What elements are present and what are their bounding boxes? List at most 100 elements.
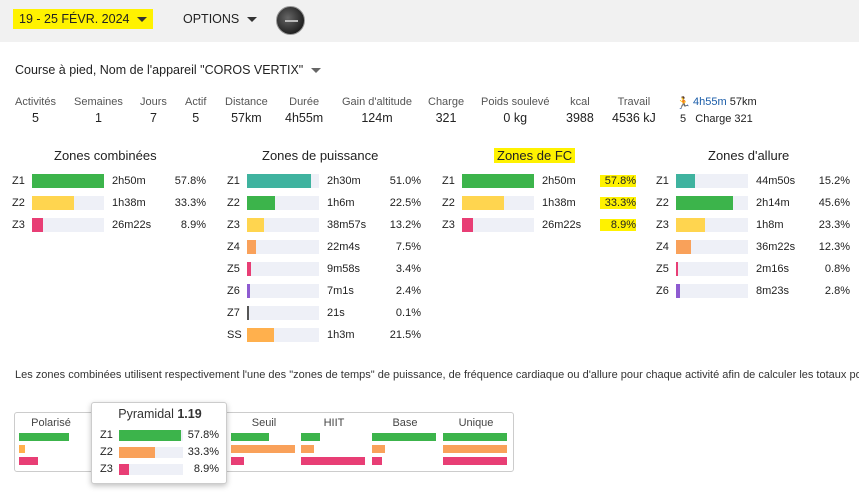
zone-label: Z3 xyxy=(442,219,455,231)
zone-time: 26m22s xyxy=(112,219,152,231)
pyramidal-row-z3: Z3 8.9% xyxy=(100,462,219,476)
zone-label: Z2 xyxy=(442,197,455,209)
stat-weight-lifted: Poids soulevé 0 kg xyxy=(481,96,550,125)
power-zone-row-z5: Z5 9m58s 3.4% xyxy=(227,261,421,277)
distribution-model-label: HIIT xyxy=(323,417,345,429)
pyramidal-title: Pyramidal 1.19 xyxy=(92,407,228,421)
combined-zones-title: Zones combinées xyxy=(54,148,157,163)
zone-time: 44m50s xyxy=(756,175,796,187)
distribution-bar xyxy=(231,445,295,453)
distribution-model-label: Seuil xyxy=(251,417,277,429)
zone-label: Z4 xyxy=(656,241,669,253)
chevron-down-icon xyxy=(137,16,148,22)
distribution-bar xyxy=(443,445,507,453)
zone-bar xyxy=(247,196,276,210)
stat-kcal: kcal 3988 xyxy=(566,96,594,125)
chevron-down-icon xyxy=(311,67,322,73)
zone-percent: 57.8% xyxy=(174,175,206,187)
stat-distance: Distance 57km xyxy=(225,96,268,125)
zone-bar xyxy=(676,196,733,210)
summary-distance: 57km xyxy=(729,96,757,108)
zone-bar-track xyxy=(247,306,319,320)
stat-elevation: Gain d'altitude 124m xyxy=(342,96,412,125)
pyramidal-row-z2: Z2 33.3% xyxy=(100,445,219,459)
top-bar: 19 - 25 FÉVR. 2024 OPTIONS xyxy=(0,0,859,42)
distribution-model-0[interactable]: Polarisé xyxy=(19,413,83,473)
zone-bar-track xyxy=(32,218,104,232)
stat-activities: Activités 5 xyxy=(15,96,56,125)
pace-zone-row-z4: Z4 36m22s 12.3% xyxy=(656,239,850,255)
combined-zone-row-z2: Z2 1h38m 33.3% xyxy=(12,195,206,211)
zone-label: Z1 xyxy=(656,175,669,187)
stat-work: Travail 4536 kJ xyxy=(612,96,656,125)
pace-zone-row-z6: Z6 8m23s 2.8% xyxy=(656,283,850,299)
zone-label: Z1 xyxy=(100,429,113,441)
combined-zone-row-z1: Z1 2h50m 57.8% xyxy=(12,173,206,189)
options-button[interactable]: OPTIONS xyxy=(183,12,258,26)
zone-label: Z6 xyxy=(656,285,669,297)
zone-time: 36m22s xyxy=(756,241,796,253)
distribution-bar xyxy=(372,457,382,465)
summary-duration: 4h55m xyxy=(693,96,727,108)
zone-label: Z5 xyxy=(656,263,669,275)
zone-time: 2m16s xyxy=(756,263,790,275)
pyramidal-score: 1.19 xyxy=(177,407,202,421)
zone-label: Z5 xyxy=(227,263,240,275)
zone-bar-track xyxy=(462,174,534,188)
combined-zones-note: Les zones combinées utilisent respective… xyxy=(15,369,859,381)
zone-percent: 13.2% xyxy=(389,219,421,231)
zone-bar xyxy=(119,463,129,475)
power-zone-row-z4: Z4 22m4s 7.5% xyxy=(227,239,421,255)
zone-time: 9m58s xyxy=(327,263,361,275)
zone-percent: 57.8% xyxy=(187,429,219,441)
zone-label: Z4 xyxy=(227,241,240,253)
power-zone-row-z1: Z1 2h30m 51.0% xyxy=(227,173,421,189)
zone-label: Z1 xyxy=(442,175,455,187)
zone-percent: 8.9% xyxy=(193,463,219,475)
zone-percent: 8.9% xyxy=(180,219,206,231)
power-zone-row-z7: Z7 21s 0.1% xyxy=(227,305,421,321)
zone-bar-track xyxy=(247,328,319,342)
zone-label: Z3 xyxy=(227,219,240,231)
zone-bar-track xyxy=(676,240,748,254)
distribution-bar xyxy=(19,445,26,453)
distribution-model-4[interactable]: Unique xyxy=(443,413,509,473)
stat-active: Actif 5 xyxy=(185,96,207,125)
zone-percent: 21.5% xyxy=(389,329,421,341)
distribution-model-2[interactable]: HIIT xyxy=(301,413,367,473)
zone-label: Z3 xyxy=(12,219,25,231)
summary-count: 5 xyxy=(680,113,687,125)
zone-label: Z6 xyxy=(227,285,240,297)
distribution-models-panel: Polarisé Seuil HIIT Base Unique xyxy=(14,412,514,472)
activity-summary[interactable]: 4h55m 57km xyxy=(693,96,757,108)
date-range-button[interactable]: 19 - 25 FÉVR. 2024 xyxy=(13,9,154,29)
zone-percent: 2.4% xyxy=(395,285,421,297)
pyramidal-tooltip: Pyramidal 1.19 Z1 57.8% Z2 33.3% Z3 8.9% xyxy=(91,402,227,484)
zone-percent: 23.3% xyxy=(818,219,850,231)
avatar[interactable] xyxy=(276,6,305,35)
zone-label: Z3 xyxy=(656,219,669,231)
summary-charge: Charge 321 xyxy=(695,113,753,125)
zone-label: SS xyxy=(227,329,242,341)
pace-zone-row-z1: Z1 44m50s 15.2% xyxy=(656,173,850,189)
zone-bar xyxy=(32,218,44,232)
zone-time: 1h6m xyxy=(327,197,355,209)
zone-bar-track xyxy=(119,429,183,441)
distribution-bar xyxy=(443,433,507,441)
zone-bar xyxy=(462,196,504,210)
zone-percent: 33.3% xyxy=(187,446,219,458)
distribution-bar xyxy=(19,433,69,441)
distribution-model-1[interactable]: Seuil xyxy=(231,413,297,473)
activity-filter-dropdown[interactable]: Course à pied, Nom de l'appareil "COROS … xyxy=(15,63,322,77)
zone-bar xyxy=(247,284,250,298)
distribution-model-3[interactable]: Base xyxy=(372,413,438,473)
zone-bar-track xyxy=(676,196,748,210)
zone-bar-track xyxy=(676,284,748,298)
zone-bar xyxy=(247,174,311,188)
zone-bar xyxy=(119,446,155,458)
zone-bar xyxy=(676,262,678,276)
zone-bar-track xyxy=(119,446,183,458)
power-zone-row-z2: Z2 1h6m 22.5% xyxy=(227,195,421,211)
zone-percent: 57.8% xyxy=(600,175,636,187)
zone-bar-track xyxy=(676,174,748,188)
